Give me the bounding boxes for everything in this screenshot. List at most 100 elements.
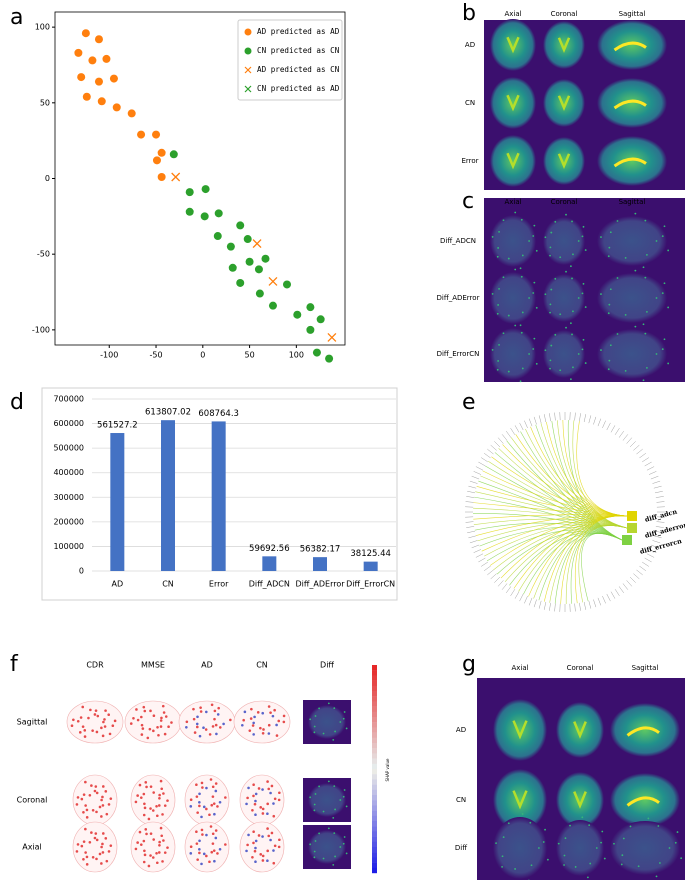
brain-speck (313, 850, 316, 853)
point (109, 74, 118, 83)
shap-dot (229, 718, 232, 722)
brain-speck (532, 292, 535, 294)
chord-tick (610, 425, 616, 433)
chord-tick (497, 580, 504, 587)
shap-dot (98, 852, 102, 856)
column-label: Coronal (567, 664, 594, 672)
shap-dot (200, 862, 203, 866)
point (325, 354, 334, 363)
row-label: Diff (455, 844, 467, 852)
shap-dot (211, 785, 215, 789)
x-tick-label: Diff_ADError (295, 580, 345, 589)
brain-feature (557, 95, 571, 112)
brain-speck (342, 717, 345, 720)
chord-tick (633, 444, 640, 451)
shap-dot (200, 815, 203, 819)
shap-dot (144, 781, 148, 784)
shap-dot (211, 795, 215, 798)
row-label: AD (456, 726, 466, 734)
shap-dot (270, 831, 274, 835)
shap-dot (152, 714, 156, 718)
shap-dot (104, 709, 107, 712)
shap-dot (256, 711, 260, 714)
brain-speck (577, 240, 580, 242)
brain-speck (570, 322, 572, 325)
point (214, 209, 223, 218)
chord-tick (468, 535, 477, 539)
chord-tick (655, 526, 664, 528)
brain-speck (345, 727, 348, 730)
brain-outline (543, 330, 585, 378)
chord-tick (465, 521, 474, 523)
shap-dot (214, 782, 218, 785)
point (327, 332, 337, 342)
shap-dot (195, 842, 199, 845)
brain-speck (637, 865, 640, 868)
brain-speck (521, 254, 524, 257)
shap-dot (142, 813, 146, 817)
chord (540, 423, 628, 529)
shap-dot (139, 796, 143, 799)
brain-outline (610, 821, 680, 875)
shap-dot (218, 726, 222, 729)
shap-dot (134, 847, 138, 851)
shap-dot (160, 834, 164, 838)
point (81, 29, 90, 38)
shap-dot (145, 832, 148, 836)
chord-tick (636, 448, 643, 455)
shap-dot (252, 830, 255, 834)
brain-speck (502, 219, 505, 222)
chord (581, 533, 623, 602)
brain-speck (532, 235, 535, 237)
brain-image (490, 324, 538, 383)
brain-image (597, 212, 670, 269)
brain-speck (557, 842, 560, 845)
point (283, 280, 291, 289)
chord-tick (639, 453, 647, 459)
chord-tick (629, 576, 636, 583)
shap-dot (185, 726, 188, 729)
brain-image (597, 269, 670, 326)
chord (578, 525, 628, 603)
chord-tick (519, 422, 524, 431)
shap-dot (151, 856, 155, 859)
brain-speck (574, 866, 577, 868)
shap-dot (95, 857, 98, 861)
shap-dot (269, 838, 272, 842)
brain-feature (512, 720, 528, 740)
chord-tick (506, 430, 512, 438)
brain-speck (657, 825, 660, 827)
brain-feature (573, 721, 587, 739)
chord (515, 434, 628, 517)
shap-dot (142, 839, 146, 843)
shap-dot (80, 797, 84, 801)
shap-dot (266, 802, 269, 806)
shap-dot (189, 798, 193, 802)
shap-dot (107, 850, 111, 853)
shap-dot (134, 800, 138, 804)
brain-image (308, 780, 348, 819)
x-tick-label: 100 (289, 351, 304, 360)
brain-speck (546, 858, 549, 861)
shap-dot (146, 736, 150, 740)
panel-letter: b (462, 1, 476, 26)
shap-dot (79, 716, 83, 719)
bar (262, 556, 277, 571)
shap-dot (89, 708, 92, 712)
shap-dot (199, 706, 202, 709)
brain-speck (313, 856, 316, 859)
column-label: CDR (86, 661, 104, 670)
colorbar-step (372, 680, 377, 686)
brain-outline (543, 79, 585, 127)
chord-tick (467, 530, 476, 533)
chord-tick (487, 569, 494, 576)
brain-speck (571, 333, 573, 336)
shap-dot (224, 796, 227, 799)
chord-tick (646, 553, 655, 558)
shap-dot (277, 845, 281, 849)
shap-dot (102, 832, 105, 835)
chord-tick (650, 544, 659, 549)
brain-speck (582, 338, 585, 341)
brain-image (308, 827, 348, 866)
brain-speck (581, 816, 584, 819)
